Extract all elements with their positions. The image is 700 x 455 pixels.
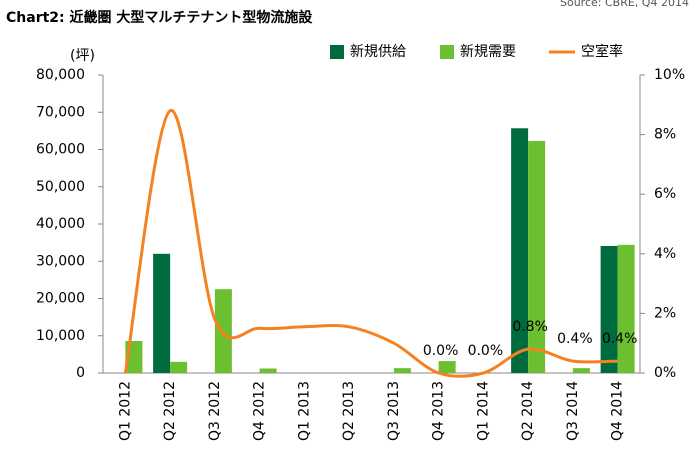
x-tick-label: Q4 2014 (610, 381, 626, 441)
x-tick-label: Q1 2013 (296, 381, 312, 441)
data-label: 0.8% (512, 319, 548, 335)
chart-title: Chart2: 近畿圏 大型マルチテナント型物流施設 (6, 9, 313, 26)
data-label: 0.0% (423, 343, 459, 359)
y-tick-label: 50,000 (36, 179, 85, 195)
source: Source: CBRE, Q4 2014 (560, 0, 689, 9)
bar (259, 368, 277, 373)
bar (528, 140, 546, 373)
y-tick-label: 60,000 (36, 142, 85, 158)
legend-label: 新規需要 (460, 44, 516, 60)
x-tick-label: Q4 2012 (252, 381, 268, 441)
bar (153, 253, 171, 373)
legend-label: 新規供給 (350, 44, 406, 60)
y-tick-label: 0 (76, 365, 85, 381)
bar (617, 244, 635, 373)
legend-swatch (330, 45, 344, 59)
bar (170, 361, 188, 373)
bar (438, 361, 456, 373)
bar (214, 289, 232, 373)
y-tick-label: 30,000 (36, 253, 85, 269)
x-tick-label: Q2 2013 (341, 381, 357, 441)
y2-tick-label: 8% (654, 127, 676, 143)
x-tick-label: Q1 2012 (117, 381, 133, 441)
x-tick-label: Q4 2013 (431, 381, 447, 441)
y2-tick-label: 4% (654, 246, 676, 262)
y-tick-label: 10,000 (36, 328, 85, 344)
y2-tick-label: 10% (654, 67, 685, 83)
x-tick-label: Q2 2012 (162, 381, 178, 441)
bar (572, 368, 590, 373)
x-tick-label: Q2 2014 (520, 381, 536, 441)
data-label: 0.4% (557, 331, 593, 347)
x-tick-label: Q3 2014 (565, 381, 581, 441)
bar (511, 128, 529, 373)
legend-swatch (440, 45, 454, 59)
bar (393, 368, 411, 373)
y2-tick-label: 6% (654, 186, 676, 202)
y-axis-label: (坪) (70, 48, 95, 64)
x-tick-label: Q3 2013 (386, 381, 402, 441)
y2-tick-label: 2% (654, 305, 676, 321)
data-label: 0.4% (602, 331, 638, 347)
bar (600, 245, 618, 373)
y-tick-label: 40,000 (36, 216, 85, 232)
x-tick-label: Q3 2012 (207, 381, 223, 441)
legend-label: 空室率 (581, 43, 623, 60)
y2-tick-label: 0% (654, 365, 676, 381)
y-tick-label: 20,000 (36, 291, 85, 307)
line (123, 109, 618, 378)
y-tick-label: 80,000 (36, 67, 85, 83)
x-tick-label: Q1 2014 (475, 381, 491, 441)
data-label: 0.0% (468, 343, 504, 359)
y-tick-label: 70,000 (36, 104, 85, 120)
